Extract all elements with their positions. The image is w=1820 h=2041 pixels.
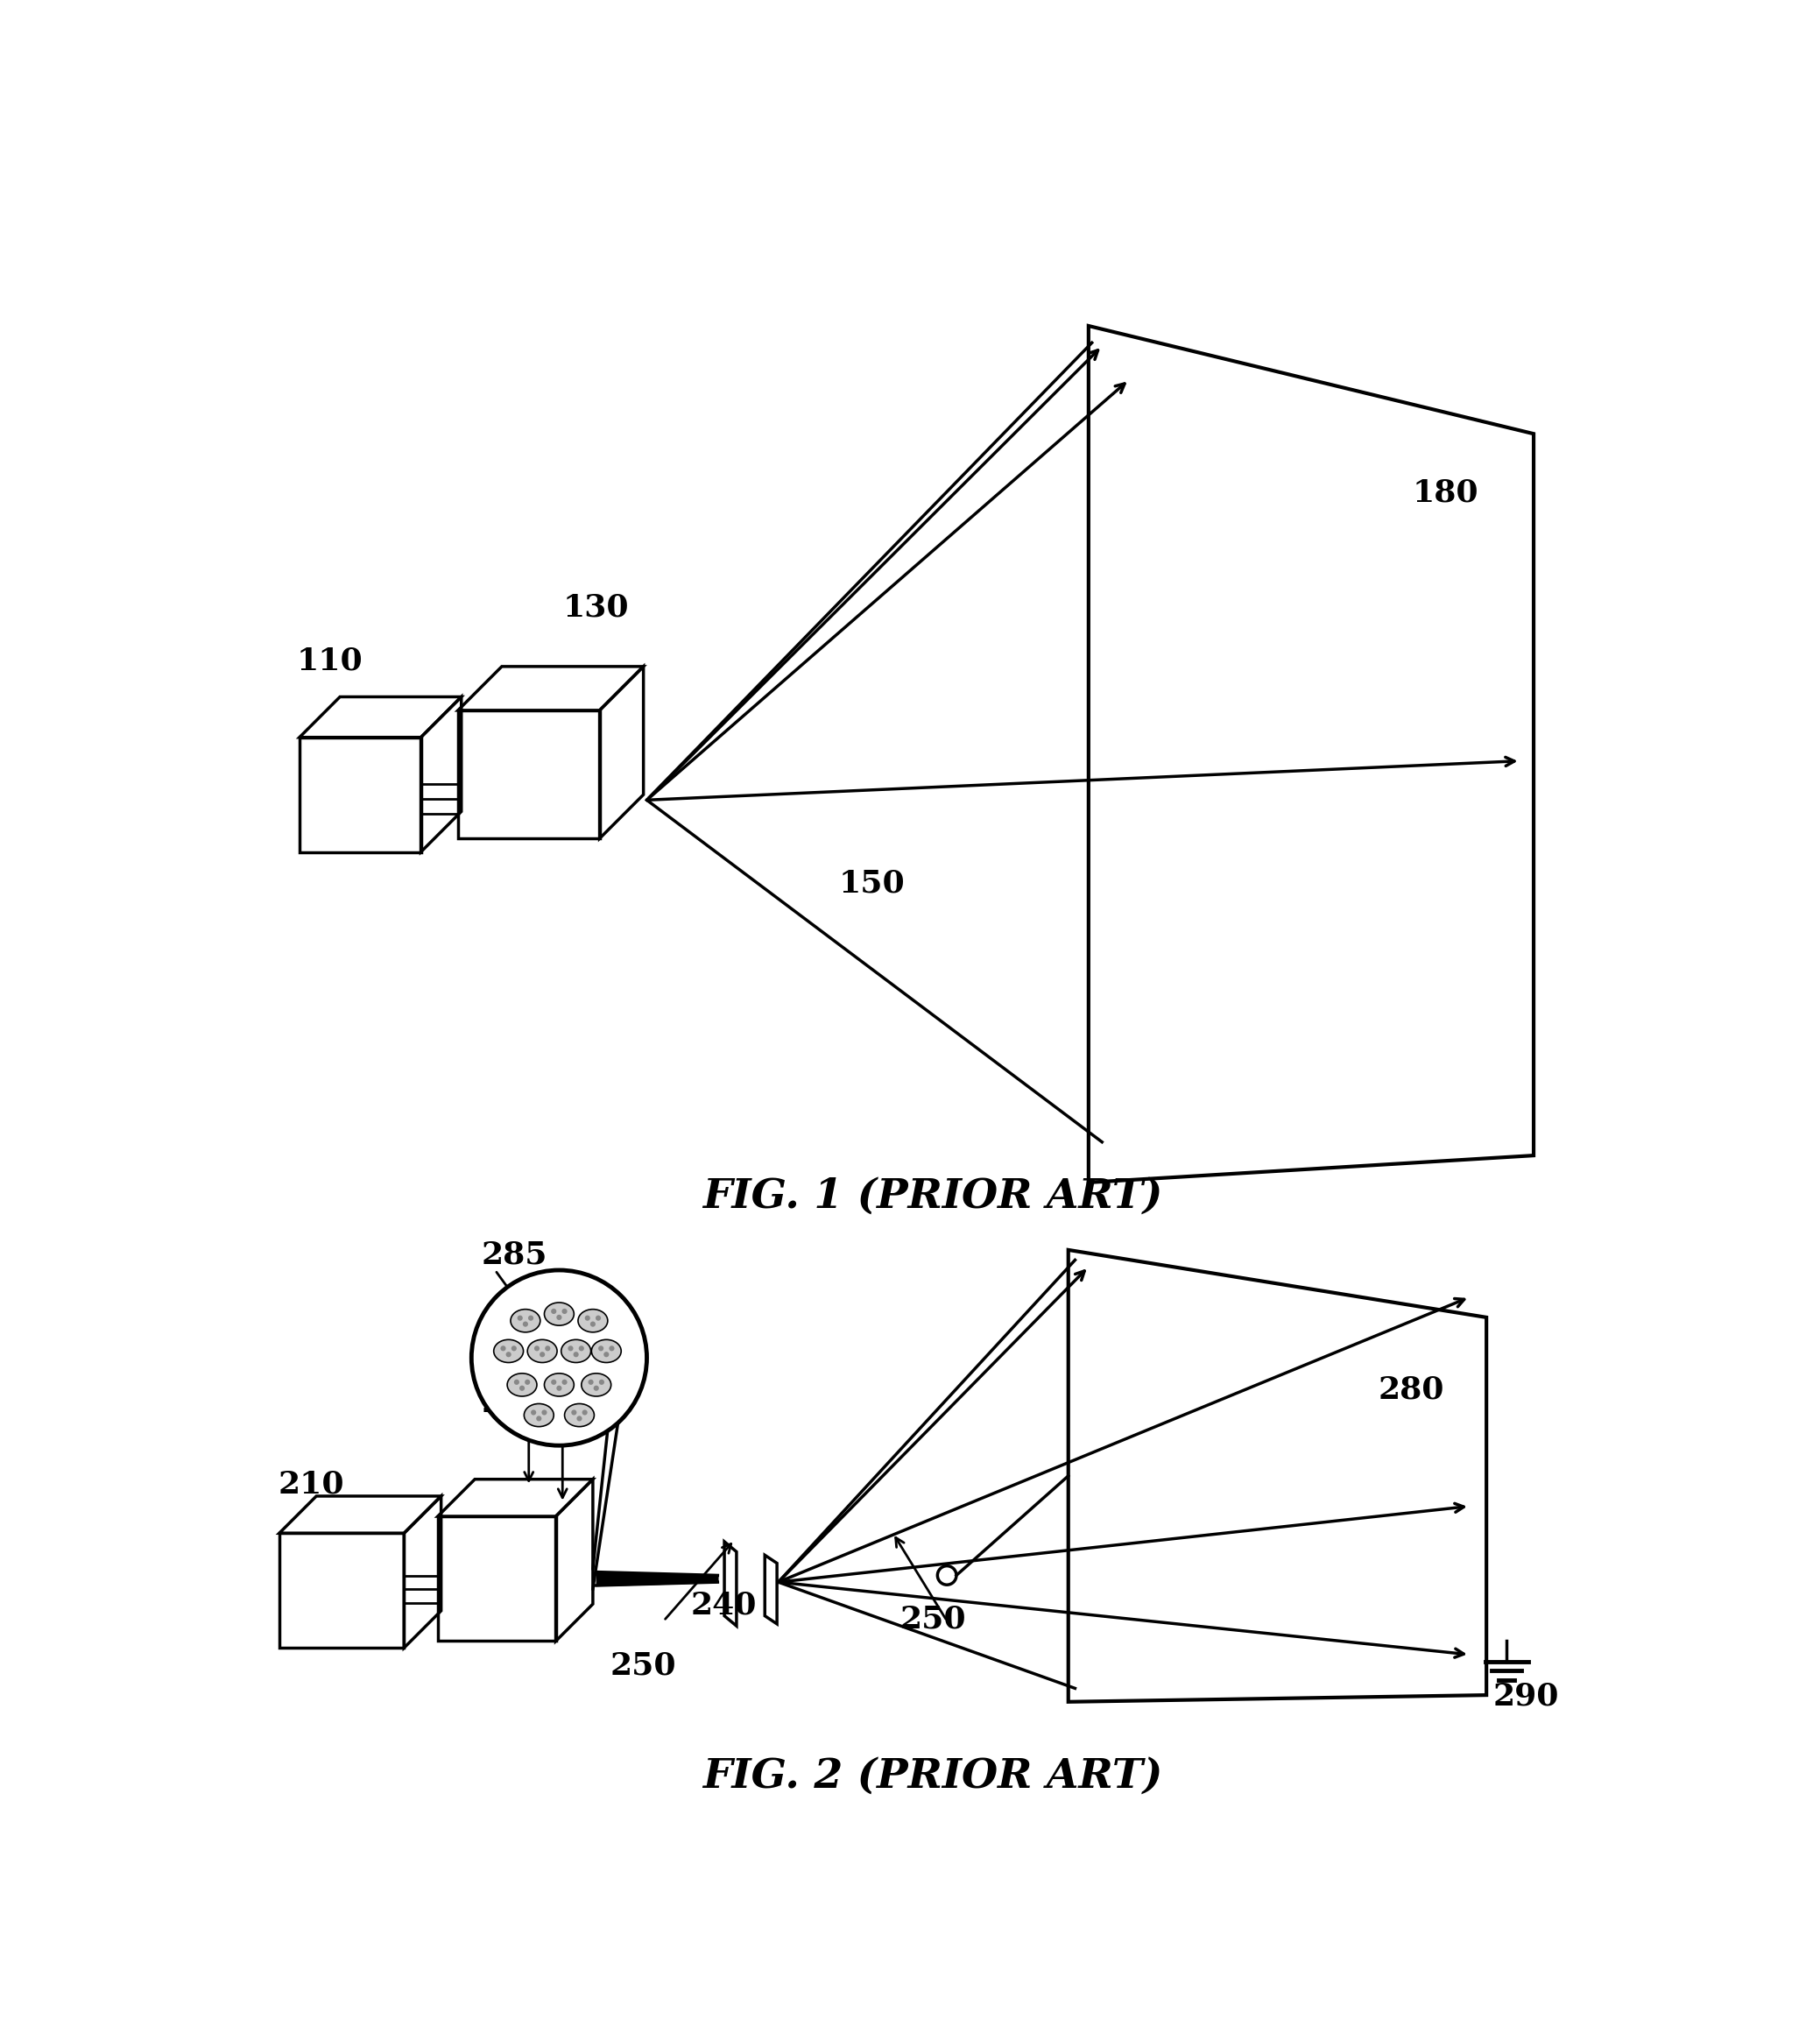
Polygon shape xyxy=(724,1541,737,1627)
Text: 180: 180 xyxy=(1412,478,1478,508)
Circle shape xyxy=(562,1380,568,1384)
Text: 230: 230 xyxy=(482,1388,548,1418)
Circle shape xyxy=(551,1308,557,1314)
Ellipse shape xyxy=(508,1374,537,1396)
Ellipse shape xyxy=(579,1308,608,1333)
Circle shape xyxy=(568,1345,573,1351)
Ellipse shape xyxy=(528,1339,557,1363)
Circle shape xyxy=(501,1345,506,1351)
Circle shape xyxy=(590,1321,595,1327)
Circle shape xyxy=(544,1345,550,1351)
Circle shape xyxy=(542,1410,548,1414)
Circle shape xyxy=(539,1351,544,1357)
Polygon shape xyxy=(764,1555,777,1625)
Circle shape xyxy=(522,1321,528,1327)
Circle shape xyxy=(551,1380,557,1384)
Circle shape xyxy=(577,1416,582,1421)
Circle shape xyxy=(584,1314,590,1321)
Text: 110: 110 xyxy=(297,647,362,676)
Circle shape xyxy=(531,1410,537,1414)
Circle shape xyxy=(610,1345,615,1351)
Text: 250: 250 xyxy=(899,1604,966,1633)
Text: 285: 285 xyxy=(482,1239,548,1270)
Text: 250: 250 xyxy=(610,1651,675,1682)
Ellipse shape xyxy=(511,1308,541,1333)
Circle shape xyxy=(519,1386,524,1390)
Text: 280: 280 xyxy=(1378,1376,1445,1404)
Circle shape xyxy=(557,1314,562,1321)
Circle shape xyxy=(511,1345,517,1351)
Ellipse shape xyxy=(544,1302,573,1325)
Circle shape xyxy=(506,1351,511,1357)
Circle shape xyxy=(604,1351,610,1357)
Text: 210: 210 xyxy=(278,1470,344,1498)
Circle shape xyxy=(588,1380,593,1384)
Circle shape xyxy=(557,1386,562,1390)
Circle shape xyxy=(573,1351,579,1357)
Circle shape xyxy=(537,1416,542,1421)
Text: FIG. 2 (PRIOR ART): FIG. 2 (PRIOR ART) xyxy=(703,1755,1163,1796)
Ellipse shape xyxy=(493,1339,524,1363)
Ellipse shape xyxy=(561,1339,592,1363)
Circle shape xyxy=(599,1345,604,1351)
Circle shape xyxy=(599,1380,604,1384)
Circle shape xyxy=(528,1314,533,1321)
Circle shape xyxy=(524,1380,530,1384)
Text: 150: 150 xyxy=(839,869,905,898)
Circle shape xyxy=(579,1345,584,1351)
Circle shape xyxy=(571,1410,577,1414)
Circle shape xyxy=(595,1314,601,1321)
Circle shape xyxy=(593,1386,599,1390)
Ellipse shape xyxy=(564,1404,593,1427)
Circle shape xyxy=(471,1270,646,1445)
Circle shape xyxy=(562,1308,568,1314)
Text: 240: 240 xyxy=(690,1590,757,1621)
Ellipse shape xyxy=(544,1374,573,1396)
Circle shape xyxy=(535,1345,539,1351)
Text: 130: 130 xyxy=(562,592,628,623)
Ellipse shape xyxy=(592,1339,621,1363)
Circle shape xyxy=(513,1380,519,1384)
Circle shape xyxy=(517,1314,522,1321)
Circle shape xyxy=(582,1410,588,1414)
Ellipse shape xyxy=(581,1374,612,1396)
Text: 290: 290 xyxy=(1492,1682,1560,1710)
Ellipse shape xyxy=(524,1404,553,1427)
Text: FIG. 1 (PRIOR ART): FIG. 1 (PRIOR ART) xyxy=(703,1176,1163,1216)
